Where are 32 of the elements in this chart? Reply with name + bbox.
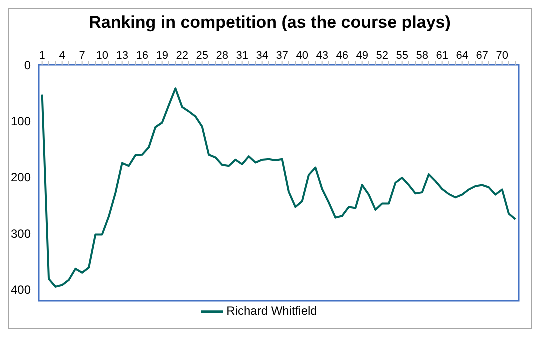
y-tick-label: 0: [24, 58, 32, 72]
chart-title: Ranking in competition (as the course plays): [88, 12, 452, 34]
x-tick-label: 1: [39, 50, 46, 62]
x-tick-label: 61: [436, 50, 448, 62]
x-tick-label: 64: [456, 50, 468, 62]
x-tick-label: 7: [79, 50, 86, 62]
y-tick-label: 300: [10, 226, 32, 241]
x-tick-label: 16: [136, 50, 148, 62]
x-tick-label: 28: [216, 50, 228, 62]
x-tick-label: 34: [256, 50, 268, 62]
x-tick-label: 52: [376, 50, 388, 62]
x-tick-label: 55: [396, 50, 408, 62]
x-tick-label: 70: [496, 50, 508, 62]
x-tick-label: 46: [336, 50, 348, 62]
x-tick-label: 37: [276, 50, 288, 62]
x-tick-label: 19: [156, 50, 168, 62]
x-tick-label: 13: [116, 50, 128, 62]
y-tick-label: 200: [10, 170, 32, 185]
y-tick-label: 400: [10, 283, 32, 298]
x-tick-label: 40: [296, 50, 308, 62]
x-tick-label: 58: [416, 50, 428, 62]
x-tick-label: 22: [176, 50, 188, 62]
x-tick-label: 43: [316, 50, 328, 62]
x-tick-label: 67: [476, 50, 488, 62]
line-series: [41, 88, 517, 288]
x-tick-label: 25: [196, 50, 208, 62]
legend-label: Richard Whitfield: [226, 304, 318, 318]
x-tick-label: 31: [236, 50, 248, 62]
x-tick-label: 49: [356, 50, 368, 62]
x-tick-label: 4: [59, 50, 66, 62]
y-tick-label: 100: [10, 114, 32, 128]
x-tick-label: 10: [96, 50, 108, 62]
